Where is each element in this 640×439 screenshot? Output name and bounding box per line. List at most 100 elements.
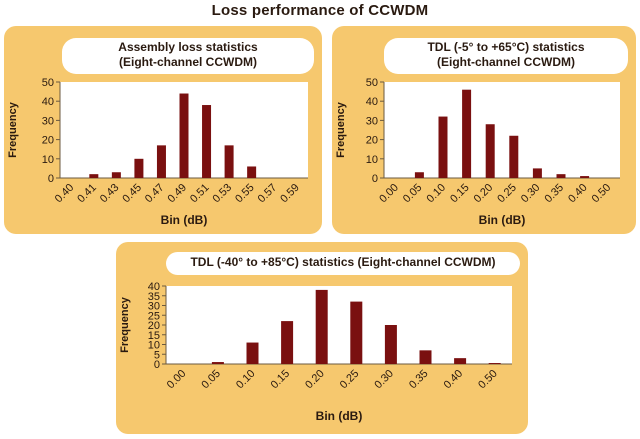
x-tick-label: 0.49 (165, 182, 189, 206)
bar (532, 168, 542, 178)
y-tick-label: 20 (148, 320, 160, 332)
x-tick-label: 0.47 (143, 182, 167, 206)
y-tick-label: 0 (48, 173, 54, 185)
x-tick-label: 0.53 (211, 182, 235, 206)
bar (247, 166, 257, 178)
plot-area (166, 286, 512, 364)
y-axis-label: Frequency (335, 101, 347, 158)
y-tick-label: 25 (148, 310, 160, 322)
y-tick-label: 50 (42, 77, 54, 89)
y-tick-label: 10 (148, 340, 160, 352)
x-tick-label: 0.40 (566, 182, 590, 206)
bar (281, 321, 294, 364)
x-tick-label: 0.50 (590, 182, 614, 206)
y-tick-label: 0 (372, 173, 378, 185)
chart-panel-assembly-loss: Assembly loss statistics (Eight-channel … (4, 26, 322, 234)
x-axis-label: Bin (dB) (479, 213, 526, 227)
bar (509, 135, 519, 178)
y-tick-label: 30 (42, 115, 54, 127)
bar (419, 350, 432, 364)
y-tick-label: 15 (148, 330, 160, 342)
chart-panel-tdl-40-85: TDL (-40° to +85°C) statistics (Eight-ch… (116, 242, 528, 434)
figure-title: Loss performance of CCWDM (211, 2, 429, 19)
bar (350, 301, 363, 364)
bar (202, 105, 212, 178)
x-tick-label: 0.35 (407, 368, 431, 392)
chart-panel-tdl-5-65: TDL (-5° to +65°C) statistics (Eight-cha… (332, 26, 636, 234)
y-tick-label: 10 (366, 154, 378, 166)
bar (580, 176, 590, 178)
bar (246, 342, 259, 364)
x-tick-label: 0.50 (476, 368, 500, 392)
x-tick-label: 0.05 (199, 368, 223, 392)
y-tick-label: 20 (366, 135, 378, 147)
x-tick-label: 0.05 (401, 182, 425, 206)
x-tick-label: 0.45 (120, 182, 144, 206)
chart-title-line-2: (Eight-channel CCWDM) (119, 55, 257, 69)
bar (454, 358, 467, 364)
x-tick-label: 0.51 (188, 182, 212, 206)
x-tick-label: 0.20 (472, 182, 496, 206)
bar (111, 172, 121, 178)
bar (414, 172, 424, 178)
x-tick-label: 0.55 (233, 182, 257, 206)
plot-area (384, 82, 620, 178)
chart-title-line-1: Assembly loss statistics (118, 40, 258, 54)
y-tick-label: 10 (42, 154, 54, 166)
y-tick-label: 20 (42, 135, 54, 147)
y-tick-label: 40 (148, 281, 160, 293)
x-tick-label: 0.41 (75, 182, 99, 206)
x-axis-label: Bin (dB) (161, 213, 208, 227)
chart-title-box: TDL (-40° to +85°C) statistics (Eight-ch… (166, 252, 520, 275)
y-tick-label: 35 (148, 291, 160, 303)
x-tick-label: 0.15 (269, 368, 293, 392)
y-axis-label: Frequency (7, 101, 19, 158)
x-tick-label: 0.30 (372, 368, 396, 392)
x-tick-label: 0.00 (165, 368, 189, 392)
x-tick-label: 0.59 (278, 182, 302, 206)
y-tick-label: 50 (366, 77, 378, 89)
x-tick-label: 0.40 (53, 182, 77, 206)
bar (211, 362, 224, 364)
y-tick-label: 30 (148, 301, 160, 313)
x-tick-label: 0.35 (542, 182, 566, 206)
y-tick-label: 5 (154, 349, 160, 361)
bar (134, 158, 144, 178)
x-tick-label: 0.57 (256, 182, 280, 206)
chart-title-line-1: TDL (-5° to +65°C) statistics (427, 40, 585, 54)
x-tick-label: 0.25 (495, 182, 519, 206)
x-tick-label: 0.20 (303, 368, 327, 392)
bar (485, 124, 495, 178)
bar (315, 289, 328, 364)
x-tick-label: 0.30 (519, 182, 543, 206)
bar (462, 89, 472, 178)
bar (179, 93, 189, 178)
x-tick-label: 0.10 (424, 182, 448, 206)
bar (556, 174, 566, 178)
bar (488, 363, 501, 364)
x-tick-label: 0.10 (234, 368, 258, 392)
chart-title-line-2: (Eight-channel CCWDM) (437, 55, 575, 69)
x-tick-label: 0.00 (377, 182, 401, 206)
bar (89, 174, 99, 178)
chart-title-box: Assembly loss statistics (Eight-channel … (62, 38, 314, 74)
bar (156, 145, 166, 178)
x-tick-label: 0.40 (442, 368, 466, 392)
y-tick-label: 30 (366, 115, 378, 127)
x-axis-label: Bin (dB) (316, 409, 363, 423)
y-tick-label: 0 (154, 359, 160, 371)
y-tick-label: 40 (366, 96, 378, 108)
bar (224, 145, 234, 178)
bar (438, 116, 448, 178)
x-tick-label: 0.15 (448, 182, 472, 206)
bar (384, 325, 397, 364)
bar-chart-assembly-loss: 010203040500.400.410.430.450.470.490.510… (7, 77, 308, 227)
chart-title-line-1: TDL (-40° to +85°C) statistics (Eight-ch… (190, 255, 496, 269)
x-tick-label: 0.25 (338, 368, 362, 392)
chart-title-box: TDL (-5° to +65°C) statistics (Eight-cha… (384, 38, 628, 74)
y-tick-label: 40 (42, 96, 54, 108)
x-tick-label: 0.43 (98, 182, 122, 206)
y-axis-label: Frequency (119, 296, 131, 353)
